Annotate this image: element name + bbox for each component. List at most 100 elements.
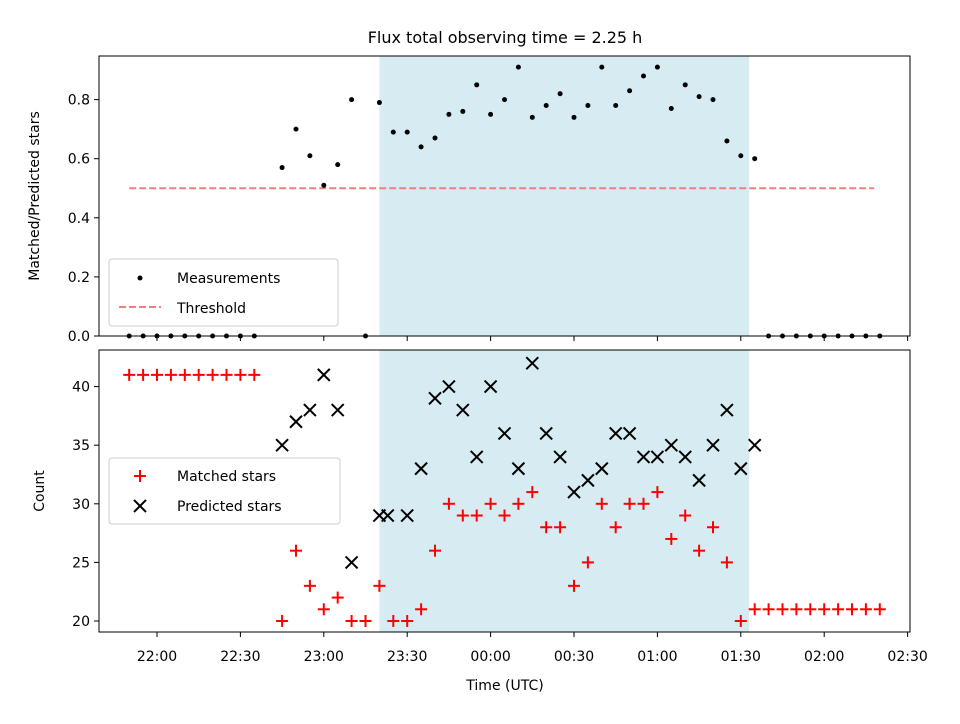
bottom-y-tick-label: 35 <box>72 438 90 454</box>
measurement-point <box>418 144 424 150</box>
measurement-point <box>432 135 438 141</box>
matched-star-point <box>859 603 872 616</box>
predicted-star-point <box>400 508 414 523</box>
top-legend: Measurements Threshold <box>108 258 339 327</box>
matched-star-point <box>554 521 567 534</box>
measurement-point <box>571 114 577 120</box>
measurement-point <box>613 103 619 109</box>
measurement-point <box>585 103 591 109</box>
measurement-point <box>738 153 744 159</box>
x-tick-label: 22:00 <box>137 649 177 665</box>
measurement-point <box>335 162 341 168</box>
measurement-point <box>460 108 466 114</box>
bottom-y-axis-label: Count <box>32 470 48 512</box>
matched-star-point <box>665 532 678 545</box>
x-tick-label: 00:00 <box>470 649 510 665</box>
matched-star-point <box>317 603 330 616</box>
top-y-tick-label: 0.0 <box>68 329 90 345</box>
measurement-point <box>668 105 674 111</box>
bottom-plot-frame <box>98 349 911 633</box>
measurement-point <box>627 88 633 94</box>
predicted-star-point <box>581 473 595 488</box>
bottom-legend-box <box>108 457 341 525</box>
top-shaded-span <box>379 56 750 336</box>
predicted-star-point <box>289 415 303 429</box>
predicted-star-point <box>678 450 692 464</box>
matched-star-point <box>303 579 316 592</box>
measurement-point <box>654 64 660 70</box>
predicted-star-point <box>275 438 289 452</box>
predicted-star-point <box>650 450 665 464</box>
matched-star-point <box>373 579 386 592</box>
matched-star-point <box>331 591 344 604</box>
measurement-point <box>390 129 396 135</box>
measurement-point <box>474 82 480 88</box>
measurement-point <box>599 64 605 70</box>
measurement-point <box>515 64 521 70</box>
legend-measurements-label: Measurements <box>177 271 280 287</box>
predicted-star-point <box>497 426 512 441</box>
matched-star-point <box>123 368 136 381</box>
predicted-star-point <box>567 485 581 499</box>
matched-star-point <box>540 521 553 534</box>
x-tick-label: 02:00 <box>804 649 844 665</box>
predicted-star-point <box>483 379 498 394</box>
measurement-point <box>349 97 355 103</box>
chart-title: Flux total observing time = 2.25 h <box>368 28 643 47</box>
measurement-point <box>696 94 702 100</box>
x-tick-label: 23:30 <box>387 649 427 665</box>
predicted-star-point <box>539 426 553 441</box>
measurement-point <box>376 100 382 106</box>
x-tick-label: 22:30 <box>220 649 260 665</box>
matched-star-point <box>345 615 358 627</box>
matched-star-point <box>873 603 886 616</box>
matched-star-point <box>387 615 400 627</box>
matched-star-point <box>401 615 414 627</box>
predicted-star-point <box>636 450 651 464</box>
matched-star-point <box>151 368 163 381</box>
measurement-point <box>502 97 507 103</box>
x-tick-label: 23:00 <box>304 649 344 665</box>
predicted-star-point <box>511 461 526 476</box>
matched-star-point <box>804 603 817 616</box>
matched-star-point <box>748 603 761 616</box>
predicted-star-point <box>442 379 456 394</box>
matched-star-point <box>790 603 803 616</box>
matched-star-point <box>693 544 706 557</box>
bottom-shaded-span <box>379 350 750 632</box>
matched-star-point <box>234 368 247 381</box>
predicted-star-point <box>525 356 540 370</box>
matched-star-point <box>456 509 469 522</box>
matched-star-point <box>442 497 455 510</box>
bottom-y-tick-label: 20 <box>72 614 90 630</box>
matched-star-point <box>651 486 664 499</box>
predicted-star-point <box>706 438 720 452</box>
matched-star-point <box>581 556 594 569</box>
matched-star-point <box>846 603 858 616</box>
measurement-point <box>446 111 452 117</box>
legend-matched-marker <box>134 470 146 482</box>
matched-star-point <box>137 368 150 381</box>
predicted-star-point <box>330 403 345 417</box>
predicted-star-point <box>344 555 359 570</box>
top-y-tick-label: 0.2 <box>68 270 90 286</box>
predicted-star-point <box>692 473 706 488</box>
matched-star-point <box>568 579 580 592</box>
x-tick-label: 01:00 <box>637 649 677 665</box>
matched-star-point <box>707 521 719 534</box>
matched-star-point <box>178 368 191 381</box>
measurement-point <box>557 91 563 97</box>
matched-star-point <box>832 603 845 616</box>
matched-star-point <box>164 368 177 381</box>
matched-star-point <box>623 497 636 510</box>
top-panel: 0.00.20.40.60.8 Matched/Predicted stars … <box>27 55 911 345</box>
legend-matched-label: Matched stars <box>177 469 276 485</box>
predicted-star-point <box>553 450 567 464</box>
matched-star-point <box>734 615 747 627</box>
matched-star-point <box>512 497 525 510</box>
top-plot-frame <box>98 55 911 337</box>
matched-star-point <box>359 615 372 627</box>
top-y-axis-label: Matched/Predicted stars <box>27 111 43 281</box>
x-tick-label: 01:30 <box>721 649 761 665</box>
